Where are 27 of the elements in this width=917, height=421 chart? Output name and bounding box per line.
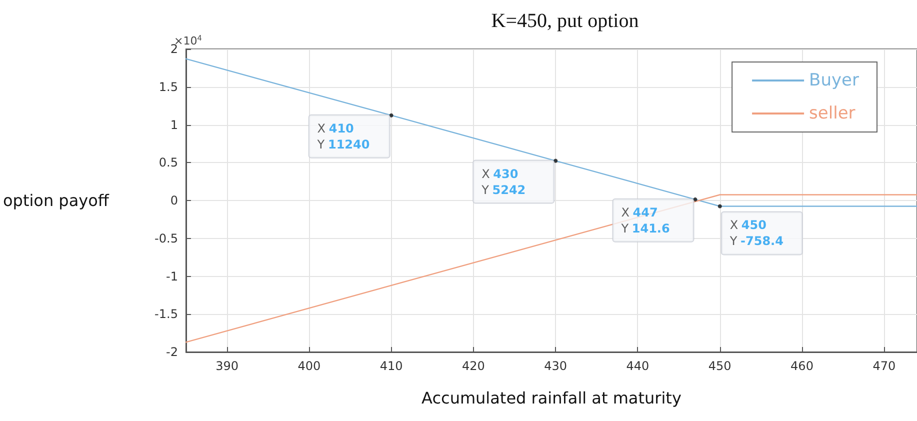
annotation: X 410 Y 11240 <box>316 121 370 152</box>
y-tick-label: 0.5 <box>158 156 178 170</box>
y-tick-label: 1 <box>170 118 178 132</box>
y-axis-title: option payoff <box>3 191 110 210</box>
y-tick-label: 1.5 <box>158 80 178 94</box>
y-tick-label: 0 <box>170 194 178 208</box>
y-tick-label: 2 <box>170 42 178 56</box>
y-tick-label: -1 <box>166 269 178 284</box>
x-tick-label: 390 <box>216 359 238 373</box>
annotation: X 430 Y 5242 <box>480 166 526 197</box>
x-tick-label: 420 <box>462 359 485 373</box>
y-tick-label: -2 <box>166 345 178 359</box>
x-tick-label: 430 <box>544 359 568 373</box>
x-tick-label: 440 <box>626 359 650 373</box>
legend-label: Buyer <box>809 70 860 90</box>
annotation: X 447 Y 141.6 <box>620 205 670 236</box>
x-tick-label: 460 <box>790 359 814 373</box>
legend-label: seller <box>809 104 856 124</box>
y-tick-label: -1.5 <box>154 307 178 322</box>
x-tick-label: 400 <box>298 359 321 373</box>
annotation: X 450 Y -758.4 <box>728 218 784 248</box>
x-tick-label: 470 <box>872 359 896 373</box>
x-tick-label: 410 <box>380 359 403 373</box>
x-tick-label: 450 <box>708 359 732 373</box>
x-axis-title: Accumulated rainfall at maturity <box>422 388 682 408</box>
chart-title: K=450, put option <box>491 10 639 32</box>
y-tick-label: -0.5 <box>154 231 178 246</box>
